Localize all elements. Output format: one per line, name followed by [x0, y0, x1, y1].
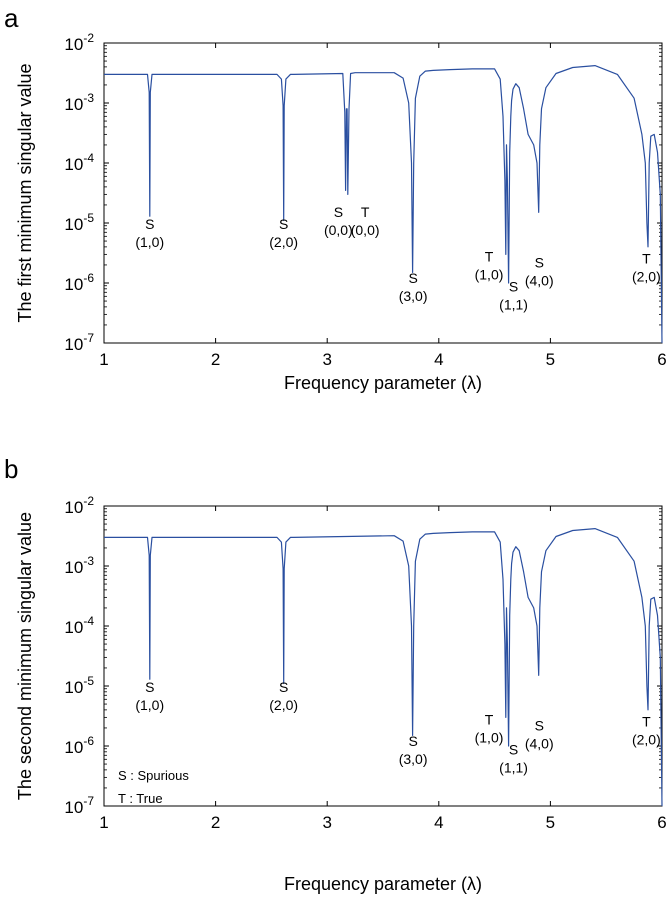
y-tick-label: 10-5 — [64, 674, 94, 697]
x-tick-label: 3 — [322, 350, 331, 369]
annotation-mode: (3,0) — [399, 751, 428, 767]
y-tick-label: 10-7 — [64, 331, 94, 354]
legend-true: T : True — [118, 791, 163, 806]
annotation-mode: (1,0) — [475, 729, 504, 745]
annotation-label: S — [279, 679, 288, 695]
panel-b-plot: 1 2 3 4 5 6 10-7 10-6 10-5 10-4 10-3 10-2 S (1,0) S (2,… — [64, 494, 666, 832]
panel-b-plot-frame — [103, 505, 663, 807]
annotation-label: S — [509, 742, 518, 758]
panel-b-letter: b — [4, 454, 18, 484]
y-tick-label: 10-7 — [64, 794, 94, 817]
annotation-mode: (4,0) — [525, 736, 554, 752]
panel-a: a 1 2 3 4 5 6 10-7 10-6 10-5 10-4 10-3 10-2 S (1,0) S (… — [4, 3, 667, 393]
y-tick-label: 10-3 — [64, 91, 94, 114]
annotation-label: T — [485, 711, 494, 727]
annotation-label: T — [642, 714, 651, 730]
panel-a-xlabel: Frequency parameter (λ) — [284, 373, 482, 393]
annotation-mode: (1,0) — [135, 697, 164, 713]
annotation-label: S — [535, 718, 544, 734]
y-tick-label: 10-6 — [64, 734, 94, 757]
annotation-label: S — [408, 270, 417, 286]
annotation-mode: (1,1) — [499, 760, 528, 776]
annotation-label: S — [279, 216, 288, 232]
annotation-mode: (3,0) — [399, 288, 428, 304]
x-tick-label: 2 — [211, 350, 220, 369]
panel-b-xlabel: Frequency parameter (λ) — [284, 874, 482, 894]
annotation-mode: (4,0) — [525, 273, 554, 289]
annotation-mode: (1,0) — [135, 234, 164, 250]
annotation-mode: (0,0) — [351, 222, 380, 238]
panel-a-plot-frame — [103, 42, 663, 344]
series-line — [104, 64, 663, 344]
series-line — [104, 527, 663, 807]
y-tick-label: 10-2 — [64, 494, 94, 517]
annotation-label: T — [485, 248, 494, 264]
annotation-label: T — [361, 204, 370, 220]
y-tick-label: 10-3 — [64, 554, 94, 577]
annotation-mode: (1,0) — [475, 266, 504, 282]
panel-a-plot: 1 2 3 4 5 6 10-7 10-6 10-5 10-4 10-3 10-2 S (1,0) S (2,… — [64, 31, 666, 369]
y-tick-label: 10-5 — [64, 211, 94, 234]
annotation-label: T — [642, 251, 651, 267]
panel-b: b 1 2 3 4 5 6 10-7 10-6 10-5 10-4 10-3 10-2 S (1,0) S (… — [4, 454, 667, 894]
x-tick-label: 5 — [546, 350, 555, 369]
annotation-mode: (2,0) — [269, 234, 298, 250]
panel-a-ylabel: The first minimum singular value — [15, 63, 35, 322]
x-tick-label: 4 — [434, 813, 443, 832]
annotation-label: S — [509, 279, 518, 295]
x-tick-label: 5 — [546, 813, 555, 832]
x-tick-label: 3 — [322, 813, 331, 832]
y-tick-label: 10-4 — [64, 151, 94, 174]
x-tick-label: 6 — [657, 350, 666, 369]
annotation-label: S — [408, 733, 417, 749]
y-tick-label: 10-2 — [64, 31, 94, 54]
annotation-label: S — [535, 255, 544, 271]
annotation-mode: (1,1) — [499, 297, 528, 313]
annotation-label: S — [334, 204, 343, 220]
x-tick-label: 6 — [657, 813, 666, 832]
annotation-label: S — [145, 216, 154, 232]
annotation-mode: (2,0) — [632, 269, 661, 285]
y-tick-label: 10-4 — [64, 614, 94, 637]
x-tick-label: 1 — [99, 813, 108, 832]
panel-b-ylabel: The second minimum singular value — [15, 512, 35, 800]
x-tick-label: 4 — [434, 350, 443, 369]
x-tick-label: 2 — [211, 813, 220, 832]
annotation-mode: (0,0) — [324, 222, 353, 238]
x-tick-label: 1 — [99, 350, 108, 369]
legend-spurious: S : Spurious — [118, 768, 189, 783]
y-tick-label: 10-6 — [64, 271, 94, 294]
annotation-label: S — [145, 679, 154, 695]
panel-a-letter: a — [4, 3, 19, 33]
annotation-mode: (2,0) — [269, 697, 298, 713]
annotation-mode: (2,0) — [632, 732, 661, 748]
